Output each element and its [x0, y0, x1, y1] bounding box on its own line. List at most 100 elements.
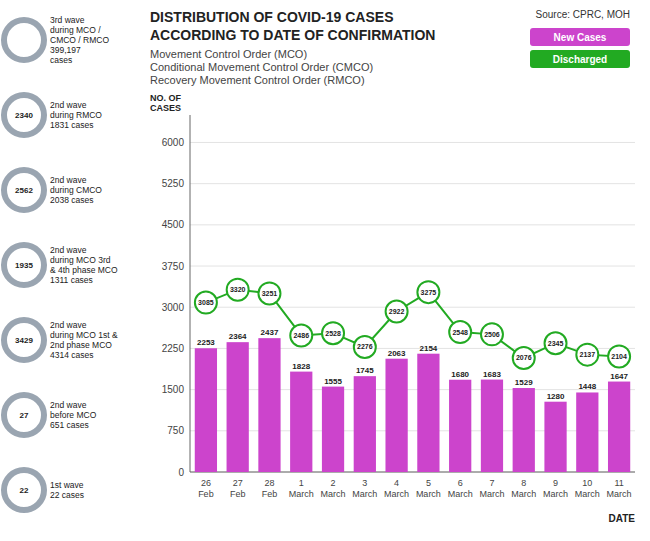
legend-swatch: [530, 28, 630, 46]
x-tick-label: 1March: [289, 478, 314, 499]
text-line: 1st wave: [50, 480, 84, 490]
bar-label: 2154: [419, 344, 437, 353]
text-line: CMCO / RMCO: [50, 35, 109, 45]
marker: [481, 323, 503, 345]
text-line: 7: [489, 478, 494, 488]
text-line: March: [352, 489, 377, 499]
bar: [417, 354, 439, 472]
bar-label: 1280: [547, 392, 565, 401]
text-line: during MCO 1st &: [50, 330, 118, 340]
bar-label: 1555: [324, 377, 342, 386]
marker: [449, 321, 471, 343]
text-line: March: [289, 489, 314, 499]
text-line: Movement Control Order (MCO): [150, 48, 307, 60]
text-line: Conditional Movement Control Order (CMCO…: [150, 61, 373, 73]
bar: [513, 388, 535, 472]
text-line: during CMCO: [50, 185, 102, 195]
bar-label: 2437: [261, 328, 279, 337]
text-line: March: [479, 489, 504, 499]
x-tick-label: 27Feb: [230, 478, 246, 499]
text-line: 8: [521, 478, 526, 488]
y-tick-label: 5250: [162, 178, 185, 189]
text-line: 11: [614, 478, 623, 488]
subtitle: Movement Control Order (MCO)Conditional …: [150, 48, 373, 86]
point-label: 2922: [389, 308, 405, 315]
marker: [386, 301, 408, 323]
x-tick-label: 7March: [479, 478, 504, 499]
annotation-value: 3429: [15, 336, 33, 345]
bar: [322, 387, 344, 472]
marker: [545, 332, 567, 354]
annotation-badge: [4, 20, 44, 60]
grid-line: [190, 389, 635, 390]
text-line: March: [543, 489, 568, 499]
bar-label: 2364: [229, 332, 247, 341]
y-axis-line: [190, 115, 191, 472]
x-axis: 26Feb27Feb28Feb1March2March3March4March5…: [198, 478, 631, 499]
annotation-text: 3rd waveduring MCO /CMCO / RMCO399,197ca…: [50, 15, 109, 65]
text-line: 2nd phase MCO: [50, 340, 112, 350]
bar-label: 1680: [451, 370, 469, 379]
annotation-text: 2nd wavebefore MCO651 cases: [50, 400, 97, 430]
annotation-badge: [4, 470, 44, 510]
annotation-text: 1st wave22 cases: [50, 480, 84, 500]
text-line: cases: [50, 55, 72, 65]
text-line: 3rd wave: [50, 15, 85, 25]
legend-label: Discharged: [553, 54, 607, 65]
marker: [576, 344, 598, 366]
text-line: CASES: [150, 103, 181, 113]
source: Source: CPRC, MOH: [536, 9, 630, 20]
point-label: 2104: [611, 353, 627, 360]
y-axis: 07501500225030003750450052506000: [162, 115, 635, 478]
bar-label: 2253: [197, 338, 215, 347]
x-tick-label: 28Feb: [262, 478, 278, 499]
text-line: 4314 cases: [50, 350, 93, 360]
text-line: 1311 cases: [50, 275, 93, 285]
text-line: Feb: [262, 489, 278, 499]
x-axis-label: DATE: [609, 513, 636, 524]
bar: [608, 382, 630, 472]
text-line: March: [416, 489, 441, 499]
annotation-badge: [4, 170, 44, 210]
text-line: & 4th phase MCO: [50, 265, 118, 275]
chart: DISTRIBUTION OF COVID-19 CASES ACCORDING …: [0, 0, 650, 541]
point-label: 2528: [325, 330, 341, 337]
text-line: 4: [394, 478, 399, 488]
text-line: 2nd wave: [50, 100, 87, 110]
text-line: DISTRIBUTION OF COVID-19 CASES: [150, 9, 393, 25]
text-line: 2nd wave: [50, 245, 87, 255]
bar: [544, 402, 566, 472]
grid-line: [190, 430, 635, 431]
y-tick-label: 3000: [162, 302, 185, 313]
bar: [449, 380, 471, 472]
text-line: 399,197: [50, 45, 81, 55]
legend: New CasesDischarged: [530, 28, 630, 68]
marker: [258, 282, 280, 304]
annotation-value: 2562: [15, 186, 33, 195]
x-tick-label: 11March: [607, 478, 632, 499]
text-line: 9: [553, 478, 558, 488]
x-axis-line: [190, 472, 635, 473]
point-label: 3085: [198, 299, 214, 306]
marker: [290, 324, 312, 346]
text-line: March: [511, 489, 536, 499]
bar: [258, 338, 280, 472]
text-line: Recovery Movement Control Order (RMCO): [150, 74, 365, 86]
bar-label: 1745: [356, 366, 374, 375]
point-label: 3251: [262, 290, 278, 297]
point-label: 2486: [293, 332, 309, 339]
y-tick-label: 750: [167, 425, 184, 436]
text-line: ACCORDING TO DATE OF CONFIRMATION: [150, 27, 435, 43]
annotation-value: 22: [20, 486, 29, 495]
text-line: during MCO /: [50, 25, 101, 35]
y-tick-label: 4500: [162, 219, 185, 230]
text-line: 10: [582, 478, 592, 488]
x-tick-label: 6March: [448, 478, 473, 499]
annotation-value: 1935: [15, 261, 33, 270]
text-line: 1831 cases: [50, 120, 93, 130]
plot-area: [195, 279, 630, 472]
bar: [227, 342, 249, 472]
marker: [608, 345, 630, 367]
marker: [354, 336, 376, 358]
text-line: 28: [264, 478, 274, 488]
